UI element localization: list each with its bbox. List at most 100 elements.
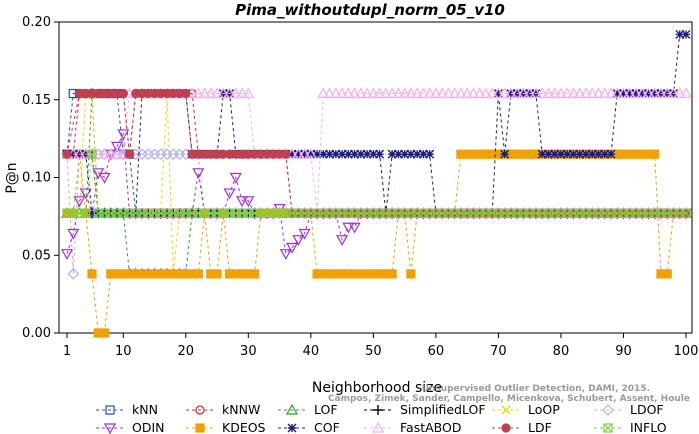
data-point — [256, 208, 266, 218]
data-point — [300, 149, 310, 159]
series-cof — [62, 29, 691, 218]
data-point — [456, 208, 466, 218]
data-point — [481, 208, 491, 218]
data-point — [431, 208, 441, 218]
data-point — [99, 208, 110, 218]
data-point — [325, 149, 335, 159]
x-tick-label: 10 — [115, 344, 132, 359]
data-point — [675, 208, 685, 218]
data-point — [517, 87, 530, 99]
data-point — [285, 403, 299, 415]
y-tick-label: 0.10 — [22, 171, 51, 186]
data-point — [436, 87, 449, 99]
legend-label: LOF — [314, 402, 338, 417]
data-point — [500, 208, 510, 218]
data-point — [287, 423, 297, 433]
data-point — [162, 208, 172, 218]
data-point — [337, 149, 347, 159]
legend-item-ldof: LDOF — [594, 402, 664, 417]
data-point — [149, 208, 160, 218]
data-point — [68, 208, 78, 218]
y-tick-label: 0.05 — [22, 248, 51, 263]
legend-item-knnw: kNNW — [186, 402, 260, 417]
data-point — [661, 87, 674, 99]
data-point — [443, 208, 454, 218]
data-point — [312, 208, 322, 218]
data-point — [229, 87, 242, 99]
data-point — [617, 87, 630, 99]
data-point — [604, 87, 617, 99]
data-point — [236, 196, 249, 208]
series-simplifiedlof — [62, 149, 691, 219]
data-point — [387, 269, 397, 279]
data-point — [386, 87, 399, 99]
data-point — [249, 208, 260, 218]
data-point — [93, 208, 103, 218]
data-point — [337, 208, 347, 218]
data-point — [542, 87, 555, 99]
data-point — [423, 87, 436, 99]
data-point — [611, 87, 624, 99]
data-point — [662, 269, 672, 279]
data-point — [99, 328, 110, 338]
data-point — [404, 87, 417, 99]
data-point — [631, 208, 641, 218]
data-point — [299, 208, 310, 218]
data-point — [537, 208, 547, 218]
x-tick-label: 70 — [490, 344, 507, 359]
data-point — [612, 89, 622, 99]
data-point — [318, 149, 328, 159]
chart-title: Pima_withoutdupl_norm_05_v10 — [235, 1, 505, 19]
data-point — [193, 269, 203, 279]
data-point — [603, 423, 613, 433]
data-point — [306, 149, 316, 159]
data-point — [637, 208, 647, 218]
data-point — [400, 208, 410, 218]
data-point — [168, 208, 178, 218]
data-point — [174, 208, 185, 218]
data-point — [379, 87, 392, 99]
data-point — [467, 87, 480, 99]
y-tick-label: 0.00 — [22, 326, 51, 341]
data-point — [111, 141, 124, 153]
data-point — [286, 242, 299, 254]
x-tick-label: 80 — [553, 344, 570, 359]
data-point — [623, 87, 636, 99]
data-point — [648, 87, 661, 99]
data-point — [681, 208, 691, 218]
data-point — [62, 149, 72, 159]
series-kdeos — [62, 149, 691, 338]
data-point — [450, 208, 460, 218]
data-point — [525, 208, 535, 218]
data-point — [243, 208, 253, 218]
data-point — [156, 208, 166, 218]
data-point — [529, 87, 542, 99]
data-point — [81, 208, 91, 218]
data-point — [331, 208, 341, 218]
data-point — [373, 405, 383, 415]
data-point — [237, 208, 247, 218]
data-point — [249, 269, 260, 279]
data-point — [195, 423, 205, 433]
data-point — [406, 208, 416, 218]
data-point — [411, 87, 424, 99]
data-point — [298, 147, 311, 159]
data-point — [587, 208, 597, 218]
data-point — [87, 269, 97, 279]
data-point — [454, 87, 467, 99]
data-point — [398, 87, 411, 99]
x-tick-label: 40 — [303, 344, 320, 359]
data-point — [392, 87, 405, 99]
data-point — [587, 149, 597, 159]
x-tick-label: 100 — [674, 344, 699, 359]
legend-label: kNNW — [222, 402, 260, 417]
series-layer — [60, 29, 693, 338]
data-point — [504, 87, 517, 99]
data-point — [679, 87, 693, 99]
data-point — [348, 87, 361, 99]
data-point — [573, 87, 586, 99]
legend-item-odin: ODIN — [96, 420, 165, 434]
x-tick-label: 1 — [63, 344, 71, 359]
data-point — [600, 208, 610, 218]
data-point — [87, 208, 97, 218]
